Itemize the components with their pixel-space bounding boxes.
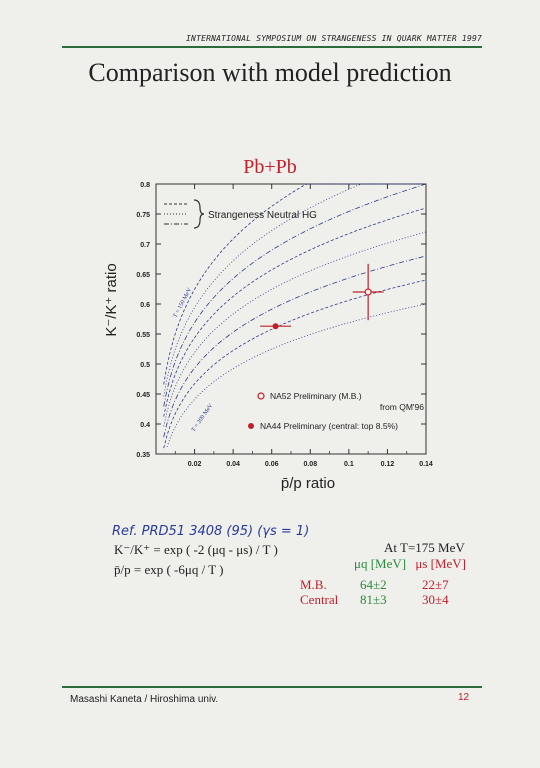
legend-na52-label: NA52 Preliminary (M.B.) xyxy=(270,391,362,401)
y-tick-label: 0.45 xyxy=(136,392,150,399)
reference-note: Ref. PRD51 3408 (95) (γs = 1) xyxy=(112,524,310,539)
model-curve xyxy=(163,279,427,449)
model-curve xyxy=(163,183,427,407)
axis-ticks: 0.02 0.04 0.06 0.08 0.1 0.12 0.14 0.35 0.4 0.45 0.… xyxy=(136,182,433,468)
y-tick-label: 0.8 xyxy=(140,182,150,189)
x-axis-label: p̄/p ratio xyxy=(281,475,335,492)
model-curve xyxy=(163,255,427,438)
formula-proton-ratio: p̄/p = exp ( -6μq / T ) xyxy=(114,562,224,577)
x-tick-label: 0.02 xyxy=(188,461,202,468)
model-curve xyxy=(163,207,427,417)
y-tick-label: 0.75 xyxy=(136,212,150,219)
y-tick-label: 0.7 xyxy=(140,242,150,249)
model-curve xyxy=(163,183,426,397)
slide-title: Comparison with model prediction xyxy=(88,58,452,87)
y-tick-label: 0.4 xyxy=(140,422,150,429)
chart-title: Pb+Pb xyxy=(243,156,297,178)
legend-filled-circle xyxy=(248,423,254,429)
footer-rule xyxy=(62,686,482,688)
y-tick-label: 0.55 xyxy=(136,332,150,339)
header-rule xyxy=(62,46,482,48)
row-label: Central xyxy=(300,592,339,607)
legend-open-circle xyxy=(257,392,265,400)
data-point-filled xyxy=(272,323,279,330)
model-curve xyxy=(163,231,427,427)
y-axis-label: K⁻/K⁺ ratio xyxy=(103,263,120,336)
ratio-chart: 0.02 0.04 0.06 0.08 0.1 0.12 0.14 0.35 0.4 0.45 0.… xyxy=(103,182,433,492)
annotation-t150: T = 150 MeV xyxy=(172,287,193,319)
row-mu-s: 22±7 xyxy=(422,577,449,592)
legend-na52-sub: from QM'96 xyxy=(380,402,424,412)
mu-s-header: μs [MeV] xyxy=(415,556,467,571)
legend-brace xyxy=(193,199,205,229)
mu-q-header: μq [MeV] xyxy=(354,556,407,571)
conference-header: INTERNATIONAL SYMPOSIUM ON STRANGENESS I… xyxy=(186,34,482,43)
row-mu-q: 81±3 xyxy=(360,592,387,607)
x-tick-label: 0.12 xyxy=(381,461,395,468)
row-mu-q: 64±2 xyxy=(360,577,387,592)
footer-author: Masashi Kaneta / Hiroshima univ. xyxy=(70,694,219,705)
legend-na44-label: NA44 Preliminary (central: top 8.5%) xyxy=(260,421,398,431)
y-tick-label: 0.6 xyxy=(140,302,150,309)
model-curve xyxy=(166,303,427,448)
table-row: Central 81±3 30±4 xyxy=(300,592,462,608)
page-number: 12 xyxy=(458,692,470,703)
row-label: M.B. xyxy=(300,577,327,592)
row-mu-s: 30±4 xyxy=(422,592,449,607)
y-tick-label: 0.35 xyxy=(136,452,150,459)
x-tick-label: 0.06 xyxy=(265,461,279,468)
model-curve xyxy=(163,183,426,385)
model-curves xyxy=(163,183,427,449)
annotation-t200: T = 200 MeV xyxy=(191,402,215,433)
formula-kaon-ratio: K⁻/K⁺ = exp ( -2 (μq - μs) / T ) xyxy=(114,542,278,557)
data-points xyxy=(260,263,384,330)
legend-model-label: Strangeness Neutral HG xyxy=(208,210,317,221)
x-tick-label: 0.14 xyxy=(419,461,433,468)
x-tick-label: 0.1 xyxy=(344,461,354,468)
table-row: M.B. 64±2 22±7 xyxy=(300,577,462,593)
x-tick-label: 0.08 xyxy=(303,461,317,468)
mu-header: μq [MeV] μs [MeV] xyxy=(354,556,466,572)
y-tick-label: 0.5 xyxy=(140,362,150,369)
x-tick-label: 0.04 xyxy=(226,461,240,468)
y-tick-label: 0.65 xyxy=(136,272,150,279)
data-point-open xyxy=(364,288,372,296)
temperature-label: At T=175 MeV xyxy=(384,540,465,555)
